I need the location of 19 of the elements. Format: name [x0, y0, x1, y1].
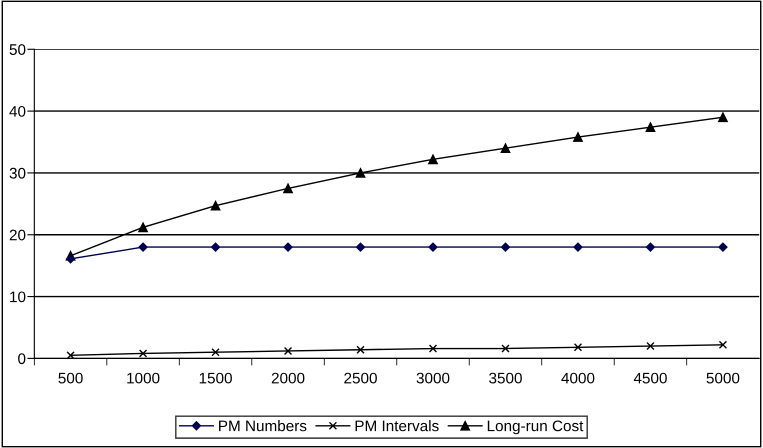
x-tick-label: 4000	[561, 372, 594, 384]
x-tick-label: 3500	[489, 372, 522, 384]
x-tick-label: 4500	[634, 372, 667, 384]
y-tick-label: 20	[10, 230, 26, 240]
x-tick-label: 1000	[127, 372, 160, 384]
x-tick-label: 2000	[272, 372, 304, 384]
legend-label: PM Intervals	[356, 420, 439, 432]
y-tick-label: 0	[18, 353, 26, 364]
x-tick-label: 1500	[200, 372, 232, 384]
x-tick-label: 3000	[416, 372, 450, 384]
x-tick-label: 2500	[344, 372, 377, 384]
x-tick-label: 5000	[706, 372, 740, 384]
x-tick-label: 500	[58, 372, 83, 384]
y-tick-label: 10	[10, 291, 26, 302]
legend-label: Long-run Cost	[488, 420, 584, 434]
y-tick-label: 50	[10, 44, 26, 55]
y-tick-label: 30	[10, 168, 26, 179]
y-tick-label: 40	[9, 106, 26, 117]
legend-label: PM Numbers	[219, 420, 306, 432]
